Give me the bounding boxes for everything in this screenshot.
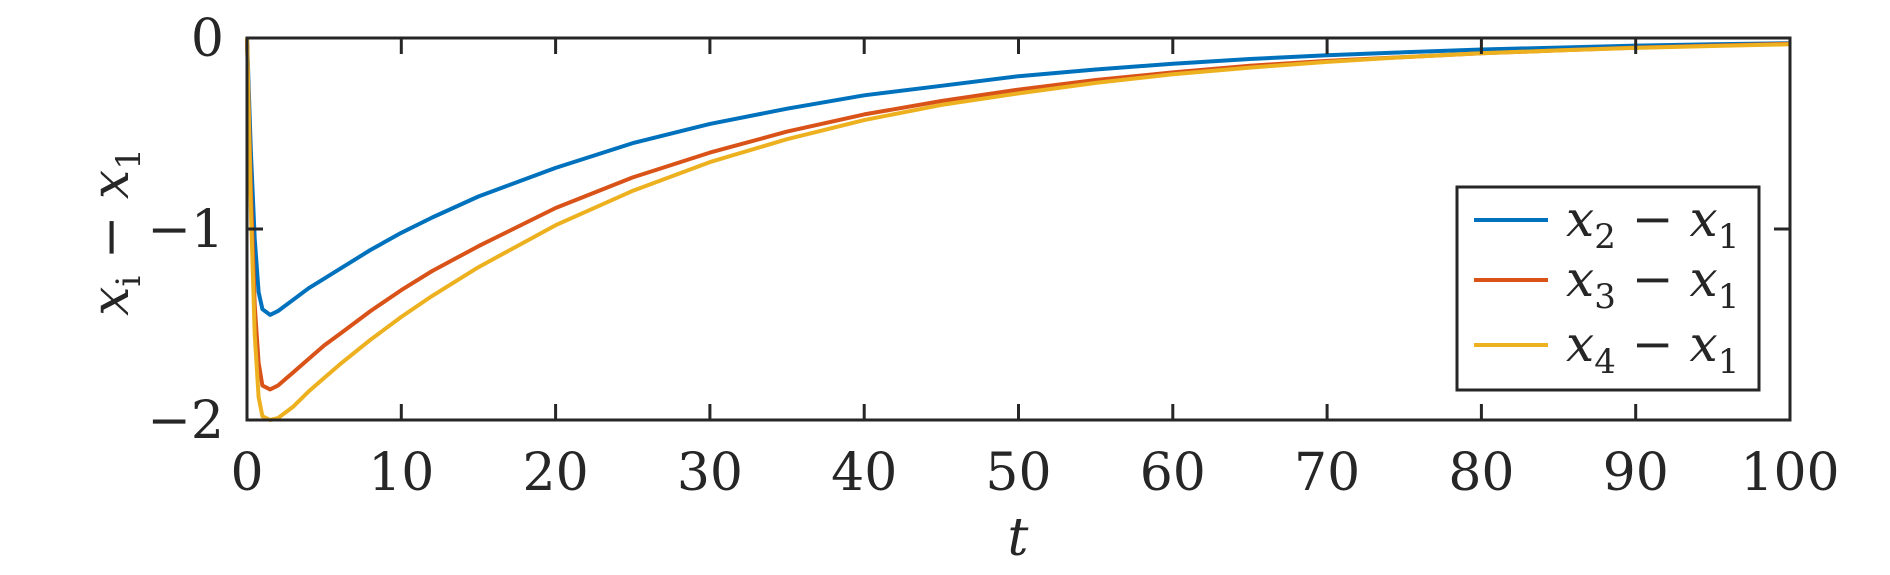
x-tick-label: 90 [1603, 443, 1669, 503]
x-tick-label: 70 [1294, 443, 1360, 503]
legend-item-3: x4 − x1 [1474, 315, 1739, 382]
svg-text:xi − x1: xi − x1 [81, 148, 149, 316]
y-axis-label-sub: i [109, 276, 149, 287]
axis-ticks [245, 36, 1792, 422]
legend: x2 − x1 x3 − x1 x4 − x1 [1455, 185, 1761, 392]
y-tick-label: −1 [147, 200, 224, 260]
y-axis-label-sub2: 1 [109, 148, 149, 170]
legend-label-2-sub2: 1 [1718, 277, 1740, 317]
legend-label-3-main2: x [1690, 315, 1718, 373]
legend-label-3-sub: 4 [1594, 342, 1616, 382]
svg-text:x2 − x1: x2 − x1 [1566, 190, 1739, 257]
y-axis-label-main2: x [81, 170, 141, 199]
y-axis-label: xi − x1 [81, 148, 149, 316]
x-tick-label: 40 [831, 443, 897, 503]
legend-label-3-sub2: 1 [1718, 342, 1740, 382]
y-tick-label: −2 [147, 391, 224, 451]
x-tick-label: 30 [677, 443, 743, 503]
x-tick-label: 50 [985, 443, 1051, 503]
legend-item-1: x2 − x1 [1474, 190, 1739, 257]
y-tick-labels: 0 −1 −2 [147, 9, 224, 451]
x-tick-label: 100 [1740, 443, 1839, 503]
legend-label-2-main: x [1566, 250, 1594, 308]
legend-label-2-sub: 3 [1594, 277, 1616, 317]
legend-label-3-op: − [1616, 315, 1690, 373]
x-tick-label: 0 [230, 443, 263, 503]
y-axis-label-main: x [81, 287, 141, 316]
x-tick-label: 80 [1448, 443, 1514, 503]
legend-label-1-op: − [1616, 190, 1690, 248]
y-tick-label: 0 [191, 9, 224, 69]
x-tick-label: 20 [523, 443, 589, 503]
legend-label-1-sub2: 1 [1718, 217, 1740, 257]
legend-label-1-sub: 2 [1594, 217, 1616, 257]
legend-label-2-main2: x [1690, 250, 1718, 308]
legend-label-1-main: x [1566, 190, 1594, 248]
svg-text:x4 − x1: x4 − x1 [1566, 315, 1739, 382]
svg-text:x3 − x1: x3 − x1 [1566, 250, 1739, 317]
y-axis-label-op: − [81, 199, 141, 276]
legend-label-2-op: − [1616, 250, 1690, 308]
legend-label-1-main2: x [1690, 190, 1718, 248]
x-axis-label: t [1008, 508, 1029, 568]
x-tick-label: 10 [368, 443, 434, 503]
x-tick-labels: 0 10 20 30 40 50 60 70 80 90 100 [230, 443, 1839, 503]
x-tick-label: 60 [1140, 443, 1206, 503]
series-line-1 [245, 37, 1791, 317]
legend-item-2: x3 − x1 [1474, 250, 1739, 317]
legend-label-3-main: x [1566, 315, 1594, 373]
